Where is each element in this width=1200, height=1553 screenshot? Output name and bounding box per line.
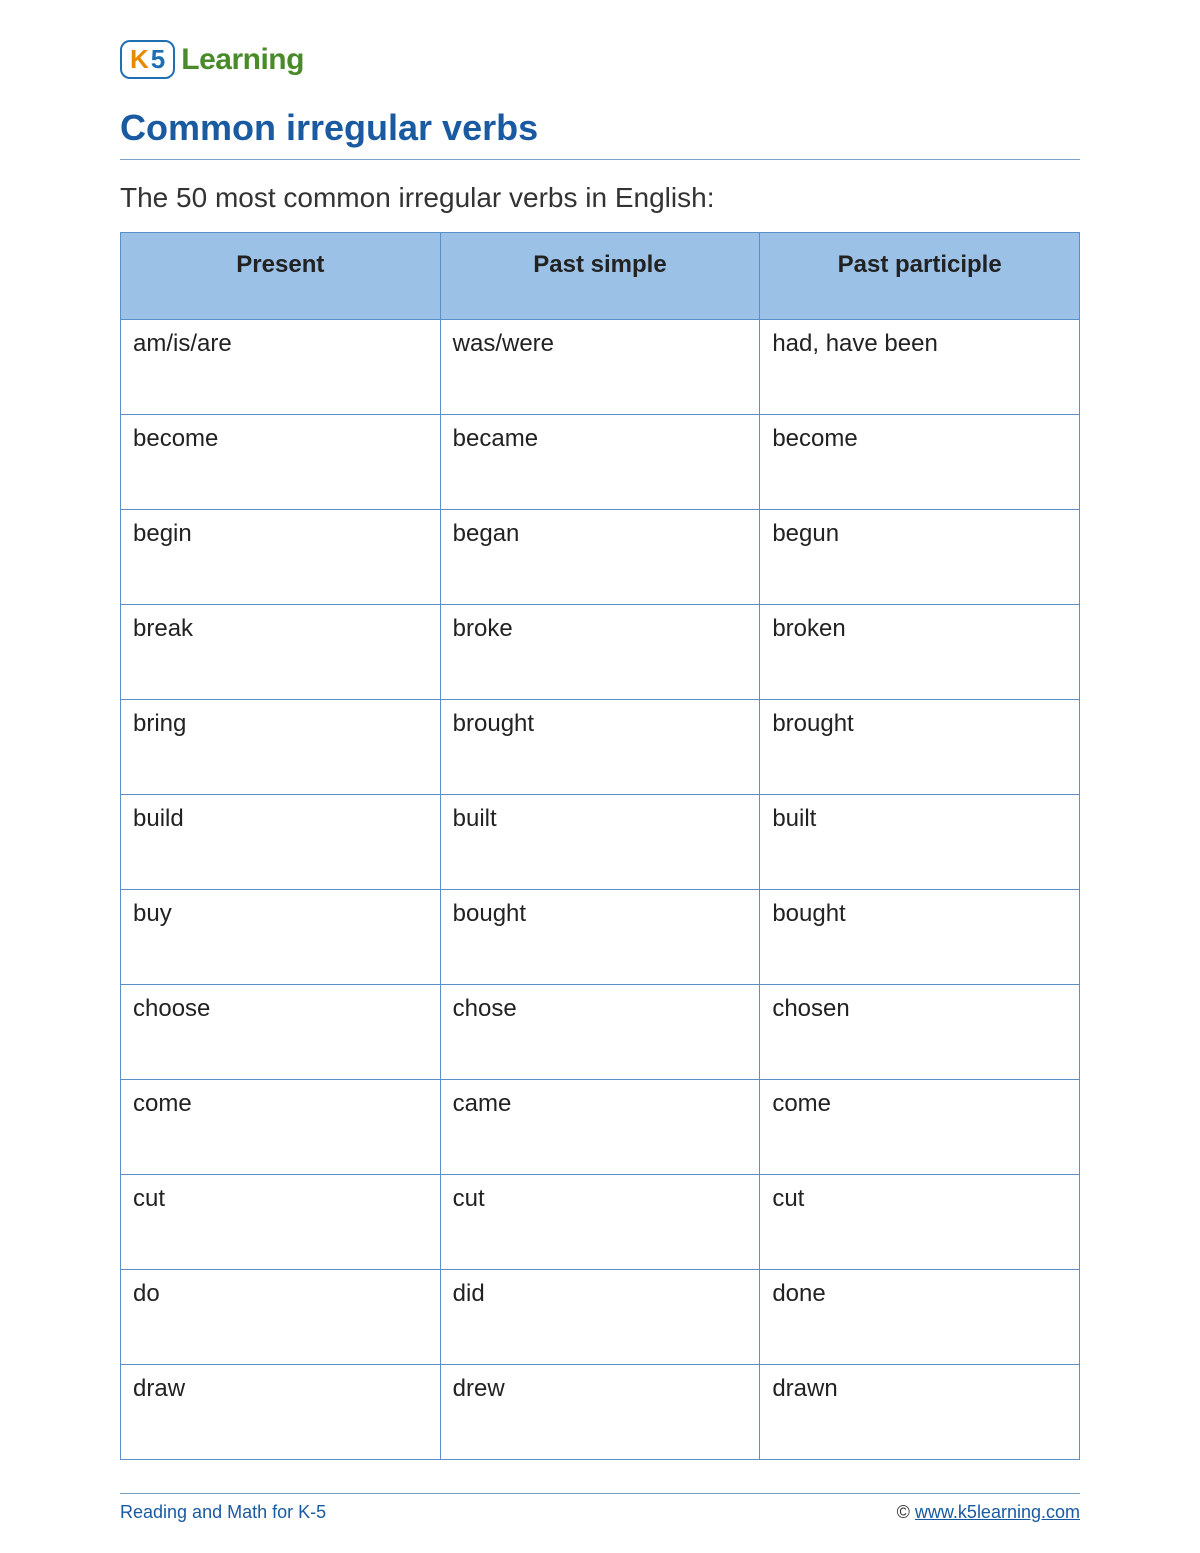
col-past-participle: Past participle (760, 233, 1080, 320)
table-cell: chose (440, 985, 760, 1080)
table-row: becomebecamebecome (121, 415, 1080, 510)
table-row: am/is/arewas/werehad, have been (121, 320, 1080, 415)
logo-text: Learning (181, 43, 304, 77)
logo-badge: K5 (120, 40, 175, 79)
footer-link[interactable]: www.k5learning.com (915, 1502, 1080, 1522)
table-cell: bought (760, 890, 1080, 985)
logo-k: K (130, 44, 149, 75)
table-cell: bought (440, 890, 760, 985)
table-cell: broke (440, 605, 760, 700)
table-cell: brought (440, 700, 760, 795)
table-cell: am/is/are (121, 320, 441, 415)
title-rule (120, 159, 1080, 160)
table-cell: became (440, 415, 760, 510)
logo-5: 5 (151, 44, 165, 75)
table-cell: become (760, 415, 1080, 510)
table-cell: do (121, 1270, 441, 1365)
table-cell: broken (760, 605, 1080, 700)
table-row: buildbuiltbuilt (121, 795, 1080, 890)
table-cell: become (121, 415, 441, 510)
table-cell: cut (440, 1175, 760, 1270)
footer-left: Reading and Math for K-5 (120, 1502, 326, 1523)
table-cell: choose (121, 985, 441, 1080)
table-row: bringbroughtbrought (121, 700, 1080, 795)
table-cell: come (760, 1080, 1080, 1175)
table-cell: draw (121, 1365, 441, 1460)
col-past-simple: Past simple (440, 233, 760, 320)
table-cell: brought (760, 700, 1080, 795)
table-cell: built (760, 795, 1080, 890)
table-cell: done (760, 1270, 1080, 1365)
page-title: Common irregular verbs (120, 107, 1080, 149)
verbs-table: Present Past simple Past participle am/i… (120, 232, 1080, 1460)
table-row: buyboughtbought (121, 890, 1080, 985)
table-cell: break (121, 605, 441, 700)
table-cell: chosen (760, 985, 1080, 1080)
table-cell: did (440, 1270, 760, 1365)
table-cell: cut (760, 1175, 1080, 1270)
table-body: am/is/arewas/werehad, have beenbecomebec… (121, 320, 1080, 1460)
subtitle: The 50 most common irregular verbs in En… (120, 182, 1080, 214)
table-cell: was/were (440, 320, 760, 415)
table-row: comecamecome (121, 1080, 1080, 1175)
table-cell: had, have been (760, 320, 1080, 415)
table-cell: built (440, 795, 760, 890)
table-cell: came (440, 1080, 760, 1175)
footer: Reading and Math for K-5 © www.k5learnin… (120, 1493, 1080, 1523)
table-cell: begin (121, 510, 441, 605)
table-cell: cut (121, 1175, 441, 1270)
table-cell: bring (121, 700, 441, 795)
table-cell: come (121, 1080, 441, 1175)
table-row: drawdrewdrawn (121, 1365, 1080, 1460)
table-cell: began (440, 510, 760, 605)
table-row: dodiddone (121, 1270, 1080, 1365)
table-cell: drew (440, 1365, 760, 1460)
table-row: cutcutcut (121, 1175, 1080, 1270)
table-row: beginbeganbegun (121, 510, 1080, 605)
col-present: Present (121, 233, 441, 320)
table-cell: drawn (760, 1365, 1080, 1460)
table-row: choosechosechosen (121, 985, 1080, 1080)
logo: K5 Learning (120, 40, 1080, 79)
table-header-row: Present Past simple Past participle (121, 233, 1080, 320)
table-row: breakbrokebroken (121, 605, 1080, 700)
table-cell: begun (760, 510, 1080, 605)
table-cell: buy (121, 890, 441, 985)
copyright-symbol: © (897, 1502, 910, 1522)
table-cell: build (121, 795, 441, 890)
